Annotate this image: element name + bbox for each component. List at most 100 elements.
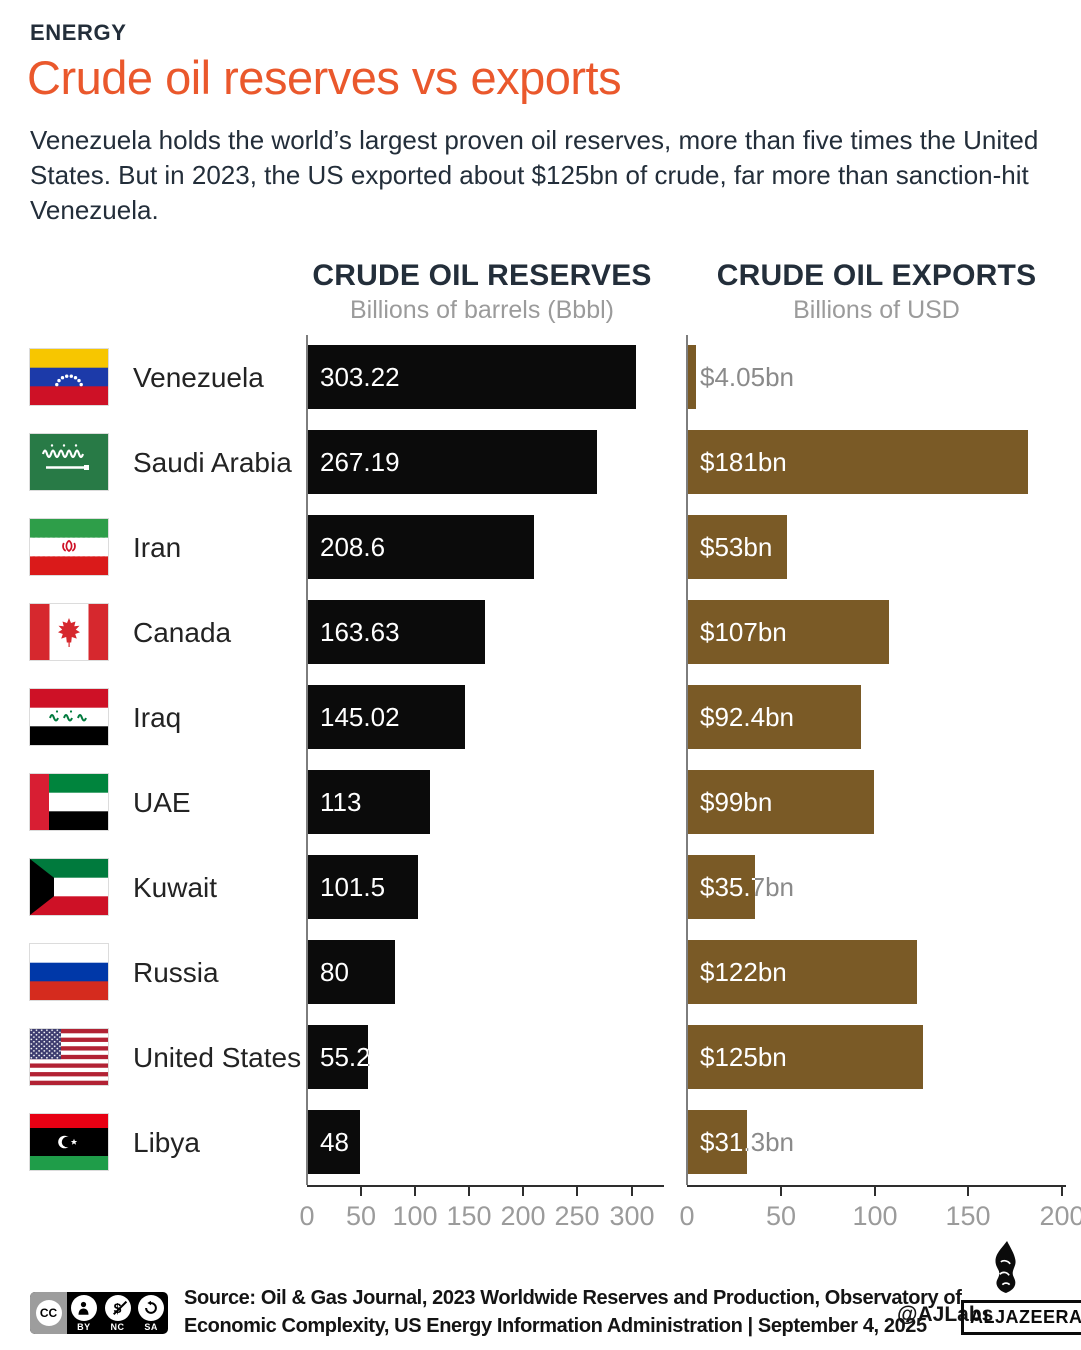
axis-tick [576, 1187, 578, 1196]
cc-logo: CC [35, 1300, 62, 1326]
reserves-x-axis: 0 50 100 150 200 250 300 [299, 1185, 664, 1233]
venezuela-flag-icon [29, 348, 109, 406]
reserves-bar: 145.02 [308, 685, 465, 749]
no-dollar-icon: $ [113, 1300, 122, 1316]
reserves-bar: 163.63 [308, 600, 485, 664]
iran-flag-icon [29, 518, 109, 576]
reserves-bar: 303.22 [308, 345, 636, 409]
cc-license-badge: CC BY $ NC SA [30, 1292, 168, 1334]
country-label: Russia [133, 956, 219, 988]
uae-flag-icon [29, 773, 109, 831]
exports-bar: $31.3bn [688, 1110, 747, 1174]
country-label: Saudi Arabia [133, 446, 292, 478]
exports-value: $31.3bn [700, 1127, 747, 1157]
reserves-bar: 55.2 [308, 1025, 368, 1089]
exports-unit: Billions of USD [793, 296, 960, 324]
page-title: Crude oil reserves vs exports [27, 51, 622, 104]
aljazeera-wordmark: ALJAZEERA [961, 1300, 1081, 1335]
iraq-flag-icon [29, 688, 109, 746]
reserves-bar: 101.5 [308, 855, 418, 919]
exports-bar: $35.7bn [688, 855, 755, 919]
country-label: Canada [133, 616, 232, 648]
exports-bar: $107bn [688, 600, 889, 664]
axis-tick [967, 1187, 969, 1196]
cc-icon: CC [30, 1292, 67, 1334]
saudi-arabia-flag-icon [29, 433, 109, 491]
ajlabs-credit: @AJLabs [897, 1303, 994, 1326]
axis-tick-label: 250 [554, 1201, 600, 1231]
country-label: UAE [133, 786, 191, 818]
axis-tick-label: 0 [679, 1201, 695, 1231]
exports-bar: $125bn [688, 1025, 923, 1089]
united-states-flag-icon [29, 1028, 109, 1086]
reserves-bar: 267.19 [308, 430, 598, 494]
reserves-value: 80 [320, 957, 349, 987]
axis-tick-label: 200 [1039, 1201, 1081, 1231]
person-icon [78, 1301, 89, 1315]
axis-tick-label: 300 [609, 1201, 655, 1231]
reserves-value: 163.63 [320, 617, 400, 647]
country-label: Libya [133, 1126, 200, 1158]
axis-tick-label: 50 [765, 1201, 797, 1231]
reserves-bar: 208.6 [308, 515, 534, 579]
reserves-value: 208.6 [320, 532, 386, 562]
country-label: United States [133, 1041, 302, 1073]
reserves-value: 101.5 [320, 872, 386, 902]
dual-bar-chart: Venezuela303.22303.22$4.05bn$4.05bnSaudi… [0, 335, 1081, 1231]
country-label: Iran [133, 531, 182, 563]
exports-value: $35.7bn [700, 872, 755, 902]
axis-tick [874, 1187, 876, 1196]
axis-tick-label: 200 [500, 1201, 546, 1231]
exports-value: $92.4bn [700, 702, 794, 732]
axis-tick [1061, 1187, 1063, 1196]
exports-column-header: CRUDE OIL EXPORTS Billions of USD [687, 259, 1066, 325]
exports-value: $99bn [700, 787, 773, 817]
country-label: Venezuela [133, 361, 264, 393]
canada-flag-icon [29, 603, 109, 661]
axis-tick [468, 1187, 470, 1196]
reserves-value: 113 [320, 787, 362, 817]
axis-tick [414, 1187, 416, 1196]
reserves-bar: 80 [308, 940, 395, 1004]
reserves-value: 303.22 [320, 362, 400, 392]
reserves-value: 55.2 [320, 1042, 368, 1072]
aljazeera-flame-logo [995, 1241, 1016, 1293]
axis-tick-label: 150 [945, 1201, 991, 1231]
reserves-bar: 48 [308, 1110, 360, 1174]
axis-tick [522, 1187, 524, 1196]
exports-bar: $122bn [688, 940, 917, 1004]
cc-by-icon: BY [67, 1292, 101, 1334]
reserves-value: 267.19 [320, 447, 400, 477]
exports-value: $181bn [700, 447, 787, 477]
reserves-bar: 113 [308, 770, 431, 834]
russia-flag-icon [29, 943, 109, 1001]
libya-flag-icon [29, 1113, 109, 1171]
intro-paragraph: Venezuela holds the world’s largest prov… [30, 125, 1039, 225]
cc-sa-icon: SA [134, 1292, 168, 1334]
kuwait-flag-icon [29, 858, 109, 916]
reserves-y-axis-line [306, 335, 308, 1185]
axis-tick [780, 1187, 782, 1196]
circular-arrow-icon [145, 1301, 158, 1314]
kicker: ENERGY [30, 20, 127, 45]
exports-bar: $53bn [688, 515, 788, 579]
axis-tick-label: 100 [392, 1201, 438, 1231]
exports-value: $4.05bn [688, 345, 696, 409]
exports-value: $107bn [700, 617, 787, 647]
axis-tick [631, 1187, 633, 1196]
exports-bar: $181bn [688, 430, 1028, 494]
axis-tick-label: 100 [852, 1201, 898, 1231]
exports-title: CRUDE OIL EXPORTS [716, 259, 1037, 292]
reserves-value: 48 [320, 1127, 349, 1157]
reserves-unit: Billions of barrels (Bbbl) [350, 296, 614, 324]
country-label: Kuwait [133, 871, 218, 903]
source-attribution: Source: Oil & Gas Journal, 2023 Worldwid… [184, 1287, 962, 1337]
reserves-value: 145.02 [320, 702, 400, 732]
